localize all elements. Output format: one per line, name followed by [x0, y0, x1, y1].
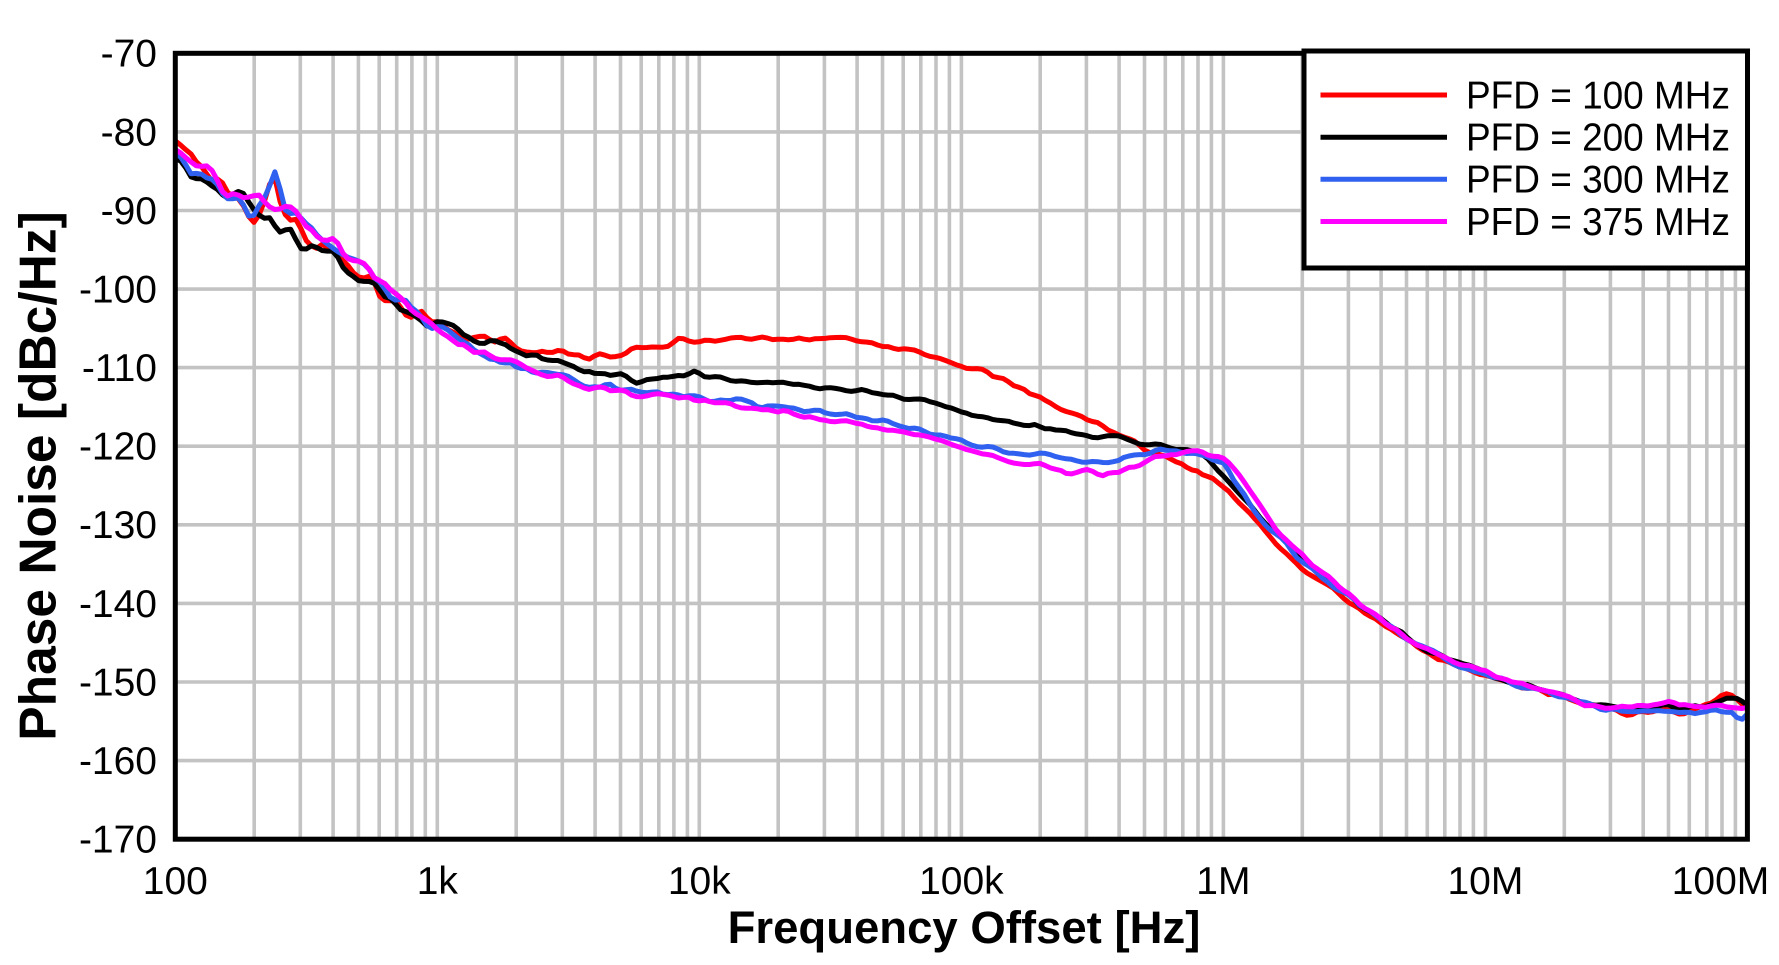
- svg-text:10M: 10M: [1447, 860, 1523, 903]
- svg-text:PFD = 300 MHz: PFD = 300 MHz: [1466, 159, 1730, 202]
- svg-text:1M: 1M: [1196, 860, 1250, 903]
- svg-text:-170: -170: [79, 819, 157, 862]
- svg-text:-80: -80: [101, 111, 157, 154]
- svg-text:PFD = 375 MHz: PFD = 375 MHz: [1466, 201, 1730, 244]
- svg-text:-70: -70: [101, 33, 157, 76]
- svg-text:PFD = 200 MHz: PFD = 200 MHz: [1466, 117, 1730, 160]
- svg-text:PFD = 100 MHz: PFD = 100 MHz: [1466, 74, 1730, 117]
- svg-text:Frequency Offset [Hz]: Frequency Offset [Hz]: [728, 902, 1201, 953]
- svg-text:100k: 100k: [919, 860, 1004, 903]
- svg-text:-130: -130: [79, 504, 157, 547]
- svg-text:Phase Noise [dBc/Hz]: Phase Noise [dBc/Hz]: [9, 211, 67, 740]
- svg-text:100: 100: [143, 860, 208, 903]
- svg-text:-150: -150: [79, 661, 157, 704]
- svg-text:10k: 10k: [668, 860, 731, 903]
- svg-text:-90: -90: [101, 190, 157, 233]
- svg-text:100M: 100M: [1672, 860, 1770, 903]
- svg-text:1k: 1k: [417, 860, 459, 903]
- svg-text:-120: -120: [79, 426, 157, 469]
- svg-text:-100: -100: [79, 269, 157, 312]
- svg-text:-160: -160: [79, 740, 157, 783]
- svg-text:-140: -140: [79, 583, 157, 626]
- svg-text:-110: -110: [82, 347, 157, 390]
